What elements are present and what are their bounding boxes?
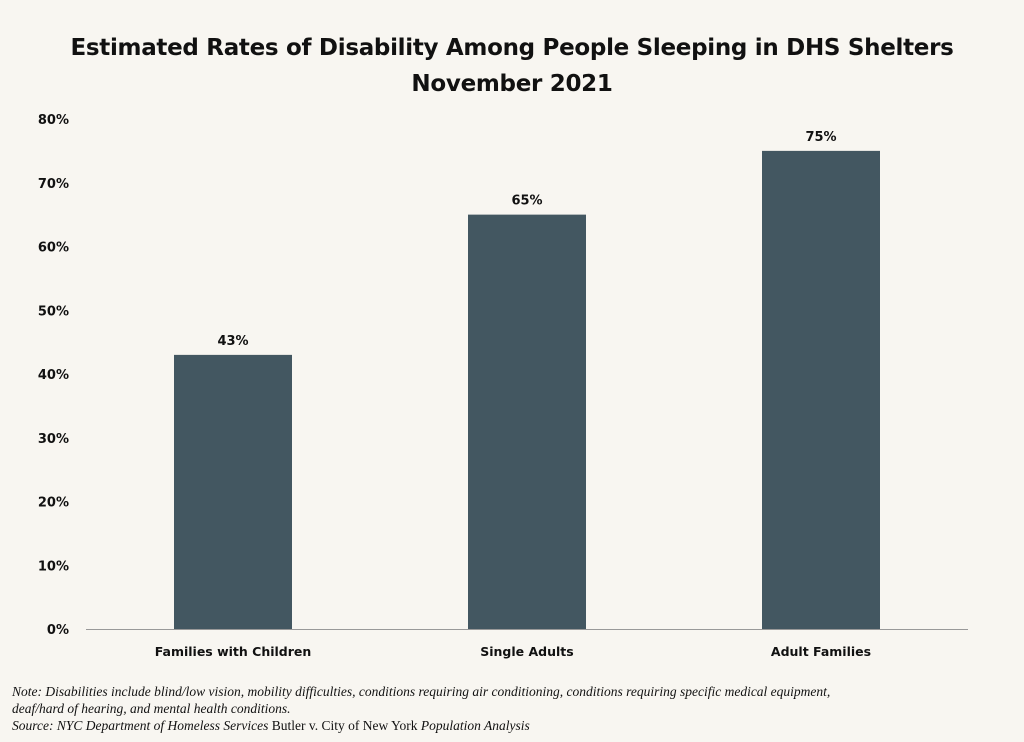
y-tick-label: 10% <box>38 559 69 574</box>
note-line-2: deaf/hard of hearing, and mental health … <box>12 701 291 716</box>
x-tick-label: Adult Families <box>771 644 871 659</box>
y-tick-label: 60% <box>38 241 69 256</box>
bar <box>468 214 586 629</box>
source-line: Source: NYC Department of Homeless Servi… <box>12 717 1012 734</box>
data-label: 75% <box>805 130 836 145</box>
source-suffix: Population Analysis <box>420 718 530 733</box>
y-tick-label: 40% <box>38 368 69 383</box>
chart-title-line-2: November 2021 <box>411 71 613 97</box>
data-label: 65% <box>511 194 542 209</box>
y-tick-label: 30% <box>38 432 69 447</box>
chart-note: Note: Disabilities include blind/low vis… <box>12 683 1012 734</box>
chart-title-line-1: Estimated Rates of Disability Among Peop… <box>70 35 954 61</box>
note-line-1: Note: Disabilities include blind/low vis… <box>12 684 831 699</box>
bar <box>174 354 292 629</box>
bar <box>762 150 880 629</box>
source-prefix: Source: NYC Department of Homeless Servi… <box>12 718 269 733</box>
source-case-name: Butler v. City of New York <box>268 718 421 733</box>
y-tick-label: 0% <box>47 623 69 638</box>
x-tick-label: Families with Children <box>155 644 312 659</box>
y-tick-label: 50% <box>38 304 69 319</box>
y-tick-label: 70% <box>38 177 69 192</box>
y-tick-label: 80% <box>38 113 69 128</box>
y-tick-label: 20% <box>38 496 69 511</box>
x-tick-label: Single Adults <box>480 644 573 659</box>
chart-title: Estimated Rates of Disability Among Peop… <box>0 30 1024 102</box>
data-label: 43% <box>217 334 248 349</box>
